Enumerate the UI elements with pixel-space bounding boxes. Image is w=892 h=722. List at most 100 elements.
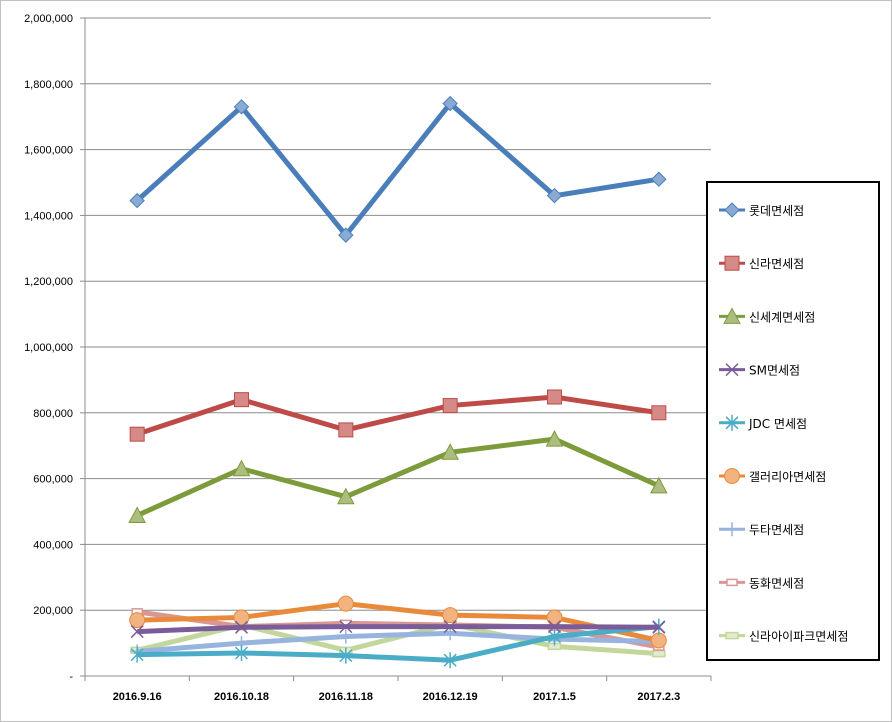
marker-shape [726,578,738,587]
legend-item: 신라면세점 [719,255,804,271]
data-point [338,227,354,243]
marker-shape [724,202,740,218]
y-axis: - 200,000 400,000 600,000 800,000 1,000,000 1,… [24,13,85,683]
data-point [234,644,249,661]
legend-label: 롯데면세점 [749,204,804,218]
marker-shape [339,620,353,634]
marker-shape [129,612,146,629]
legend-item: 갤러리아면세점 [719,468,826,484]
legend-label: 신라아이파크면세점 [749,630,848,644]
marker-shape [234,620,249,634]
marker-shape [338,422,354,438]
data-point [339,647,353,664]
marker-shape [652,620,666,634]
marker-shape [337,487,355,505]
data-point [442,607,459,624]
y-tick-label: 1,400,000 [24,210,73,222]
y-tick-label: 1,800,000 [24,79,73,91]
marker-shape [651,405,667,421]
marker-shape [233,99,250,115]
series-line [136,394,660,437]
data-point [443,620,457,634]
data-point [232,459,251,477]
data-point [652,649,666,658]
legend-label: 신라면세점 [749,257,804,271]
data-point [130,646,144,663]
marker-shape [652,649,666,658]
data-point [130,625,144,639]
series-line [135,99,660,240]
legend-label: 갤러리아면세점 [749,470,826,484]
marker-shape [547,620,562,634]
legend-marker [724,202,740,218]
marker-shape [232,459,251,477]
data-point [443,652,457,669]
legend-item: 롯데면세점 [719,202,804,218]
y-tick-label: 600,000 [33,474,73,486]
data-point [338,422,354,438]
series-line [137,624,660,663]
marker-shape [129,426,145,442]
marker-shape [725,631,739,640]
y-tick-label: 400,000 [33,539,73,551]
y-tick-label: 200,000 [33,605,73,617]
data-point [441,443,459,460]
marker-shape [338,227,354,243]
legend-marker [724,468,740,484]
x-tick-label: 2017.1.5 [533,691,576,703]
y-tick-label: 2,000,000 [24,13,73,25]
series-1 [129,95,667,243]
marker-shape [651,171,667,187]
x-axis: 2016.9.16 2016.10.18 2016.11.18 2016.12.19 2… [84,676,712,703]
x-tick-label: 2016.9.16 [113,691,162,703]
y-tick-label: 1,000,000 [24,342,73,354]
series-2 [129,389,667,442]
data-point [545,430,564,447]
data-point [547,620,562,634]
marker-shape [650,632,667,649]
data-point [129,612,146,629]
marker-shape [724,255,740,271]
data-point [652,620,666,634]
marker-shape [234,392,249,408]
gridlines [85,17,711,611]
data-point [233,99,250,115]
data-point [649,476,668,494]
series-3 [128,430,668,523]
data-point [442,95,458,112]
marker-shape [649,476,668,494]
data-point [546,609,563,626]
marker-shape [337,595,354,612]
marker-shape [546,187,563,204]
series-line [137,624,659,635]
data-point [651,171,667,187]
legend-item: JDC 면세점 [719,414,807,431]
legend-marker [724,255,740,271]
marker-shape [129,192,145,209]
legend-item: SM면세점 [719,363,800,378]
y-tick-label: 800,000 [33,408,73,420]
data-point [546,187,563,204]
data-point [337,487,355,505]
x-tick-label: 2016.11.18 [319,691,373,703]
marker-shape [128,506,147,523]
data-point [547,628,562,645]
marker-shape [546,609,563,626]
data-point [128,506,147,523]
marker-shape [442,398,458,414]
y-tick-label: 1,600,000 [24,145,73,157]
series-line [136,630,659,654]
x-tick-label: 2016.12.19 [423,691,478,703]
data-point [442,398,458,414]
legend-marker [725,363,739,377]
data-point [234,620,249,634]
marker-shape [441,443,459,460]
data-point [234,392,249,408]
legend-label: SM면세점 [749,364,800,378]
marker-shape [547,389,562,405]
marker-shape [442,607,459,624]
legend-marker [725,631,739,640]
